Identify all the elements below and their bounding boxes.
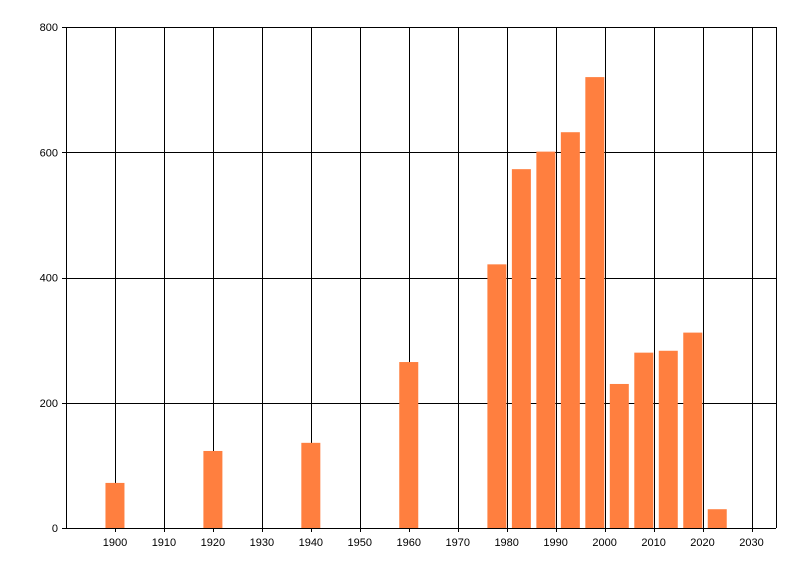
bar-1940 <box>301 442 321 528</box>
x-tick-label-1930: 1930 <box>250 537 274 549</box>
bar-2013 <box>658 350 678 528</box>
bar-2003 <box>609 383 629 528</box>
y-tick-label-800: 800 <box>40 22 58 34</box>
bar-1998 <box>585 77 605 528</box>
x-tick-label-1920: 1920 <box>201 537 225 549</box>
bars <box>105 77 727 528</box>
x-tick-label-1990: 1990 <box>543 537 567 549</box>
x-tick-label-1950: 1950 <box>348 537 372 549</box>
bar-1920 <box>203 450 223 528</box>
bar-2008 <box>634 352 654 528</box>
y-tick-label-0: 0 <box>52 523 58 535</box>
x-tick-label-1900: 1900 <box>103 537 127 549</box>
x-tick-label-1940: 1940 <box>299 537 323 549</box>
bar-1988 <box>536 151 556 528</box>
x-tick-label-2010: 2010 <box>641 537 665 549</box>
bar-2023 <box>707 509 727 528</box>
y-tick-labels: 0 200 400 600 800 <box>40 22 58 535</box>
bar-1983 <box>511 169 531 528</box>
x-tick-label-2000: 2000 <box>592 537 616 549</box>
grid-lines <box>62 27 776 532</box>
bar-1978 <box>487 264 507 528</box>
y-tick-label-600: 600 <box>40 147 58 159</box>
bar-2018 <box>683 332 703 528</box>
x-tick-label-2030: 2030 <box>739 537 763 549</box>
bar-1900 <box>105 482 125 528</box>
x-tick-label-1970: 1970 <box>445 537 469 549</box>
x-tick-labels: 1900 1910 1920 1930 1940 1950 1960 1970 1980 1990… <box>103 537 764 549</box>
x-tick-label-1980: 1980 <box>494 537 518 549</box>
x-tick-label-1960: 1960 <box>397 537 421 549</box>
y-tick-label-200: 200 <box>40 398 58 410</box>
x-tick-label-1910: 1910 <box>152 537 176 549</box>
bar-1993 <box>560 132 580 528</box>
bar-1960 <box>399 362 419 528</box>
axes <box>66 27 777 529</box>
x-tick-label-2020: 2020 <box>690 537 714 549</box>
y-tick-label-400: 400 <box>40 273 58 285</box>
